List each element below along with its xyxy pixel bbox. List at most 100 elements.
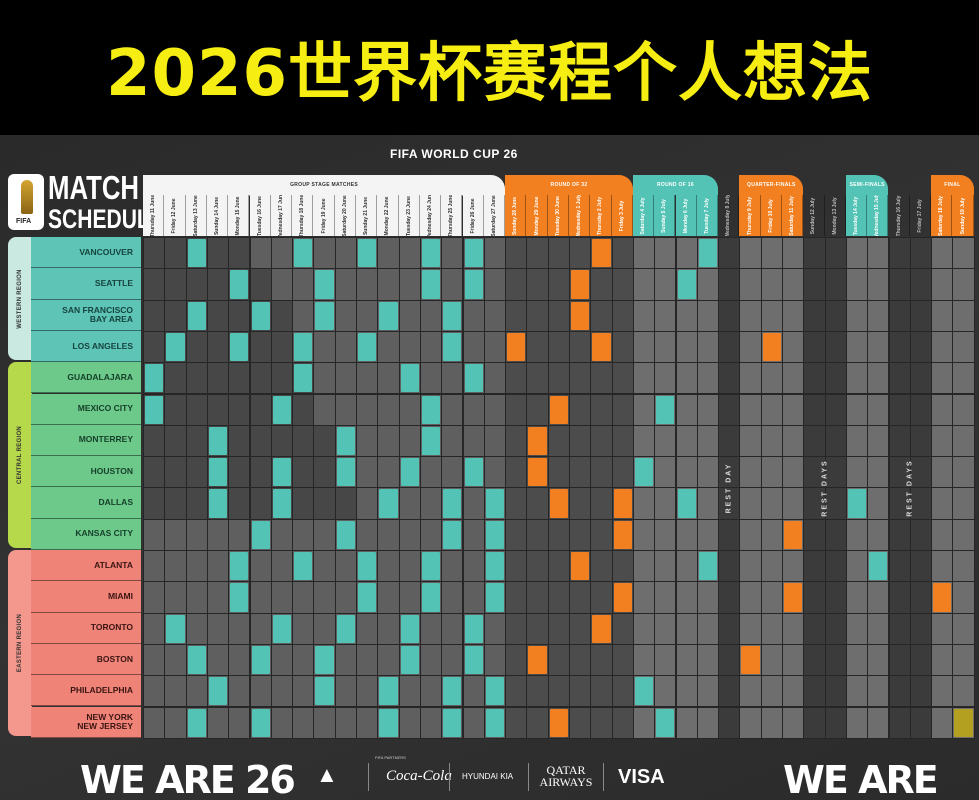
- schedule-cell: [483, 456, 507, 489]
- date-label: Monday 13 July: [831, 196, 838, 235]
- schedule-cell: [483, 612, 507, 645]
- schedule-cell: [931, 393, 954, 426]
- group-match-marker: [166, 332, 185, 362]
- schedule-cell: [270, 330, 294, 364]
- group-match-marker: [464, 364, 483, 393]
- group-match-marker: [187, 645, 206, 675]
- schedule-cell: [952, 393, 975, 426]
- region-name: CENTRAL REGION: [17, 426, 23, 485]
- schedule-cell: [505, 518, 528, 551]
- schedule-cell: [377, 612, 400, 645]
- group-match-marker: [443, 332, 462, 362]
- date-header: Friday 19 June: [313, 195, 335, 236]
- date-label: Thursday 11 June: [150, 195, 157, 236]
- schedule-cell: [888, 518, 911, 551]
- group-match-marker: [485, 583, 505, 612]
- schedule-cell: [462, 393, 485, 426]
- city-label: PHILADELPHIA: [31, 675, 141, 707]
- schedule-cell: [462, 550, 485, 583]
- schedule-cell: [931, 706, 954, 739]
- schedule-cell: [696, 643, 720, 677]
- city-label: BOSTON: [31, 643, 141, 676]
- schedule-cell: [632, 393, 656, 426]
- schedule-cell: [185, 487, 208, 520]
- coca-cola-logo: Coca-Cola: [386, 768, 452, 784]
- knockout-match-marker: [698, 239, 718, 268]
- schedule-cell: [654, 581, 677, 614]
- fifa-world-cup-header: FIFA WORLD CUP 26: [390, 147, 518, 161]
- date-header: Saturday 27 June: [483, 195, 506, 236]
- schedule-cell: [739, 706, 762, 739]
- knockout-match-marker: [592, 614, 611, 643]
- date-label: Wednesday 8 July: [725, 195, 732, 236]
- schedule-cell: [803, 612, 826, 645]
- schedule-cell: [632, 424, 656, 458]
- schedule-cell: [441, 456, 464, 489]
- schedule-cell: [632, 299, 656, 332]
- schedule-cell: [760, 393, 783, 426]
- date-header: Friday 17 July: [910, 195, 932, 236]
- schedule-cell: [803, 268, 826, 301]
- schedule-cell: [164, 299, 187, 332]
- schedule-cell: [675, 330, 698, 364]
- schedule-cell: [334, 643, 357, 677]
- schedule-cell: [569, 675, 592, 708]
- knockout-match-marker: [869, 552, 888, 581]
- schedule-cell: [313, 424, 336, 458]
- schedule-cell: [909, 612, 933, 645]
- schedule-cell: [718, 675, 741, 708]
- schedule-cell: [569, 706, 592, 739]
- schedule-cell: [206, 612, 230, 645]
- date-header: Friday 10 July: [760, 195, 782, 236]
- schedule-cell: [803, 675, 826, 708]
- schedule-cell: [760, 424, 783, 458]
- schedule-cell: [206, 643, 230, 677]
- schedule-cell: [419, 643, 443, 677]
- city-label: HOUSTON: [31, 456, 141, 488]
- schedule-cell: [590, 643, 613, 677]
- knockout-match-marker: [762, 332, 781, 362]
- schedule-cell: [718, 581, 741, 614]
- date-label: Tuesday 14 July: [853, 196, 860, 235]
- schedule-cell: [334, 237, 357, 270]
- schedule-cell: [782, 456, 805, 489]
- schedule-cell: [270, 675, 294, 708]
- schedule-cell: [909, 393, 933, 426]
- schedule-cell: [334, 706, 357, 739]
- schedule-cell: [526, 237, 549, 270]
- schedule-cell: [824, 237, 847, 270]
- schedule-cell: [398, 299, 421, 332]
- schedule-cell: [185, 581, 208, 614]
- schedule-cell: [654, 518, 677, 551]
- date-header: Wednesday 24 June: [419, 195, 442, 236]
- date-header: Thursday 11 June: [143, 195, 165, 236]
- group-match-marker: [294, 364, 313, 393]
- city-label: TORONTO: [31, 612, 141, 644]
- date-header: Tuesday 7 July: [696, 195, 719, 236]
- group-match-marker: [251, 645, 270, 675]
- knockout-match-marker: [549, 708, 568, 737]
- schedule-cell: [313, 362, 336, 395]
- schedule-cell: [505, 299, 528, 332]
- schedule-cell: [143, 268, 166, 301]
- schedule-cell: [590, 581, 613, 614]
- schedule-cell: [611, 706, 634, 739]
- region-name: EASTERN REGION: [17, 613, 23, 672]
- date-header: Saturday 11 July: [782, 195, 804, 236]
- schedule-cell: [356, 268, 379, 301]
- schedule-cell: [292, 487, 315, 520]
- schedule-cell: [228, 299, 251, 332]
- schedule-cell: [249, 581, 272, 614]
- schedule-cell: [675, 299, 698, 332]
- group-match-marker: [358, 239, 377, 268]
- schedule-cell: [398, 581, 421, 614]
- date-label: Thursday 2 July: [597, 196, 604, 235]
- schedule-cell: [569, 393, 592, 426]
- schedule-cell: [931, 518, 954, 551]
- group-match-marker: [166, 614, 185, 643]
- schedule-cell: [313, 487, 336, 520]
- schedule-cell: [143, 612, 166, 645]
- schedule-cell: [206, 299, 230, 332]
- schedule-cell: [782, 330, 805, 364]
